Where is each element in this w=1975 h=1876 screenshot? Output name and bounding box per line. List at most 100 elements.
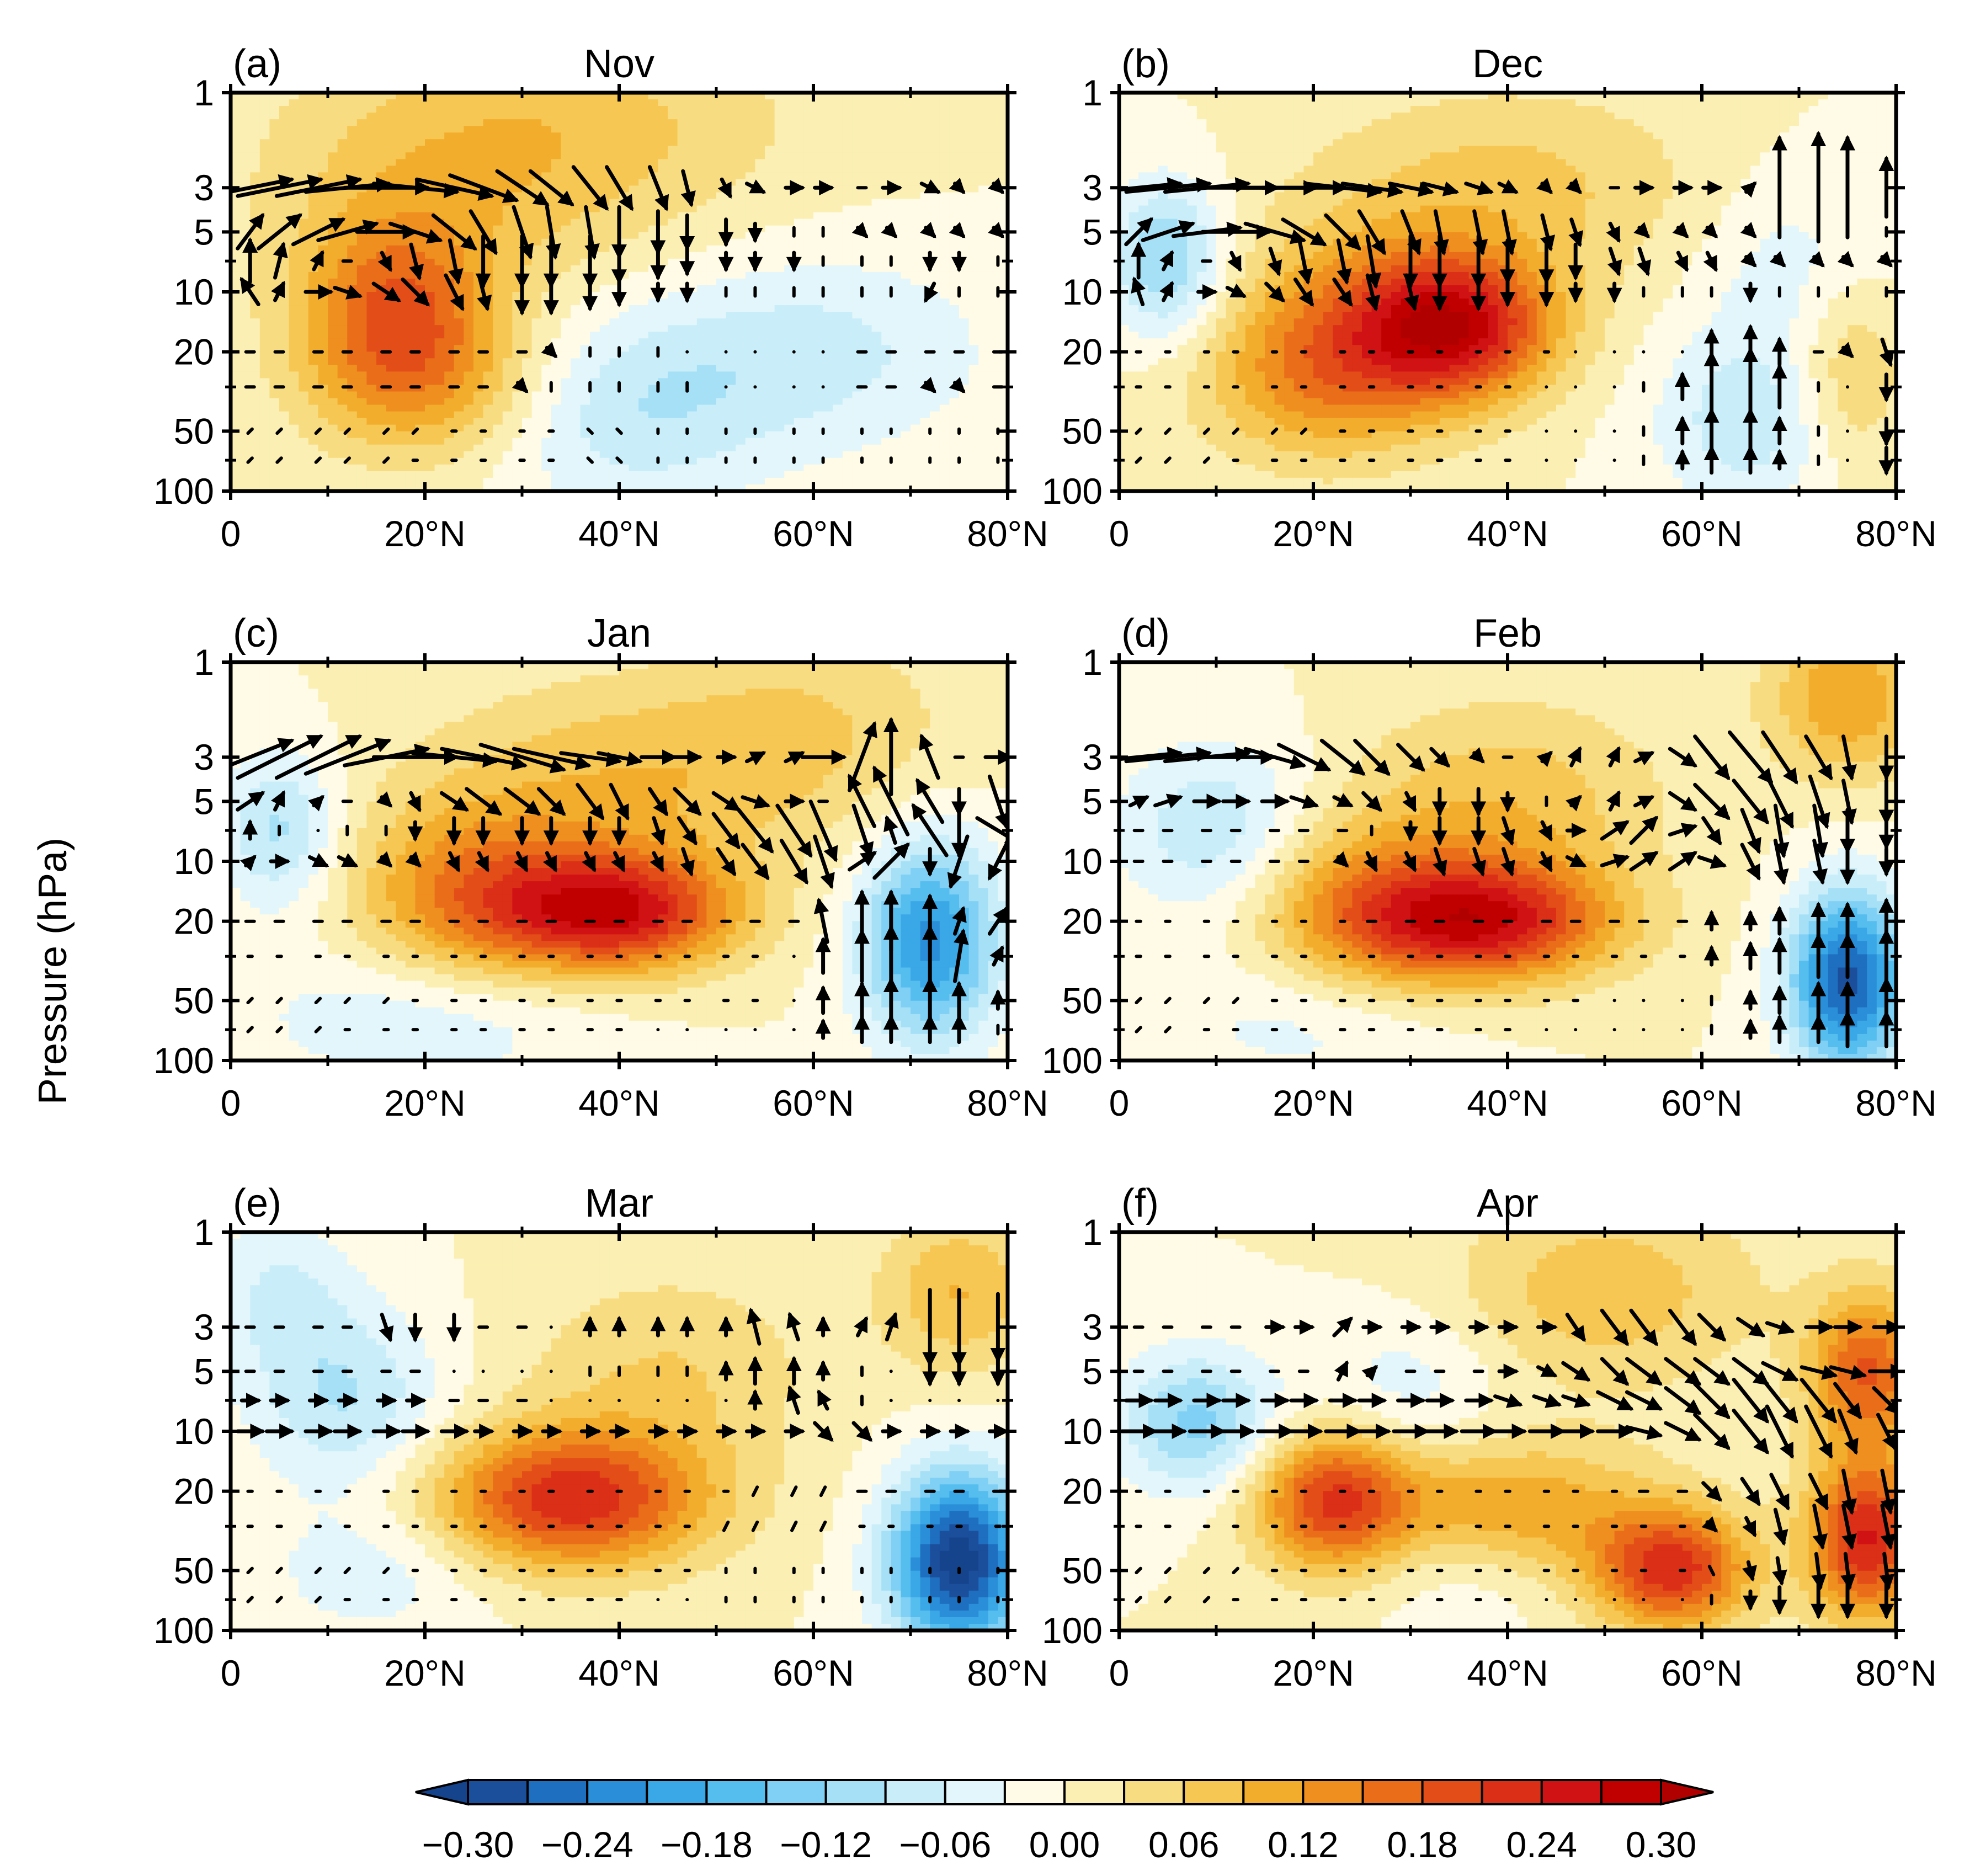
field-cell [356, 132, 368, 140]
field-cell [813, 265, 824, 273]
field-cell [668, 305, 678, 312]
field-cell [930, 424, 940, 432]
field-cell [755, 292, 765, 299]
field-cell [434, 431, 445, 439]
field-cell [998, 152, 1008, 160]
field-cell [269, 424, 280, 432]
field-cell [978, 106, 989, 113]
field-cell [920, 159, 930, 167]
field-cell [911, 345, 921, 353]
field-cell [619, 218, 630, 226]
field-cell [726, 245, 736, 253]
field-cell [736, 159, 746, 167]
field-cell [483, 404, 493, 412]
field-cell [308, 338, 319, 346]
field-cell [988, 358, 999, 366]
field-cell [668, 172, 678, 180]
field-cell [998, 212, 1008, 220]
field-cell [366, 126, 377, 133]
field-cell [696, 238, 707, 246]
field-cell [376, 152, 387, 160]
field-cell [696, 451, 707, 459]
field-cell [862, 205, 872, 213]
field-cell [590, 438, 600, 445]
field-cell [289, 258, 299, 266]
field-cell [619, 438, 630, 445]
field-cell [726, 365, 736, 372]
field-cell [668, 139, 678, 147]
field-cell [434, 172, 445, 180]
field-cell [434, 365, 445, 372]
field-cell [531, 126, 542, 133]
field-cell [716, 411, 727, 419]
field-cell [745, 398, 756, 406]
field-cell [561, 278, 571, 286]
field-cell [745, 371, 756, 379]
field-cell [318, 159, 328, 167]
field-cell [959, 398, 970, 406]
field-cell [512, 126, 523, 133]
field-cell [308, 113, 319, 120]
field-cell [522, 325, 533, 332]
field-cell [512, 166, 523, 173]
field-cell [434, 166, 445, 173]
field-cell [998, 378, 1008, 386]
field-cell [638, 132, 649, 140]
field-cell [483, 371, 493, 379]
field-cell [629, 411, 639, 419]
field-cell [580, 318, 590, 326]
field-cell [551, 464, 562, 472]
field-cell [434, 312, 445, 319]
field-cell [269, 404, 280, 412]
field-cell [571, 345, 581, 353]
field-cell [745, 113, 756, 120]
field-cell [881, 451, 892, 459]
field-cell [998, 159, 1008, 167]
field-cell [939, 146, 950, 153]
field-cell [522, 477, 533, 485]
field-cell [978, 205, 989, 213]
field-cell [803, 232, 814, 239]
field-cell [998, 332, 1008, 339]
field-cell [629, 192, 639, 200]
field-cell [599, 113, 610, 120]
field-cell [522, 371, 533, 379]
field-cell [629, 245, 639, 253]
field-cell [794, 278, 805, 286]
field-cell [968, 139, 979, 147]
field-cell [289, 292, 299, 299]
vector-arrow [584, 205, 600, 260]
field-cell [998, 418, 1008, 425]
field-cell [852, 265, 863, 273]
field-cell [308, 312, 319, 319]
field-cell [939, 411, 950, 419]
field-cell [279, 398, 290, 406]
field-cell [396, 318, 406, 326]
field-cell [629, 345, 639, 353]
field-cell [551, 159, 562, 167]
field-cell [648, 106, 659, 113]
field-cell [784, 371, 795, 379]
field-cell [386, 205, 396, 213]
field-cell [599, 212, 610, 220]
field-cell [502, 292, 513, 299]
field-cell [794, 385, 805, 392]
field-cell [736, 205, 746, 213]
field-cell [755, 99, 765, 106]
field-cell [677, 365, 688, 372]
field-cell [833, 477, 843, 485]
field-cell [356, 252, 368, 259]
field-cell [668, 146, 678, 153]
field-cell [318, 391, 328, 399]
field-cell [706, 225, 717, 233]
field-cell [638, 424, 649, 432]
field-cell [240, 378, 251, 386]
field-cell [308, 305, 319, 312]
field-cell [939, 418, 950, 425]
field-cell [356, 325, 368, 332]
field-cell [473, 166, 484, 173]
field-cell [279, 318, 290, 326]
field-cell [784, 172, 795, 180]
field-cell [619, 318, 630, 326]
field-cell [745, 338, 756, 346]
